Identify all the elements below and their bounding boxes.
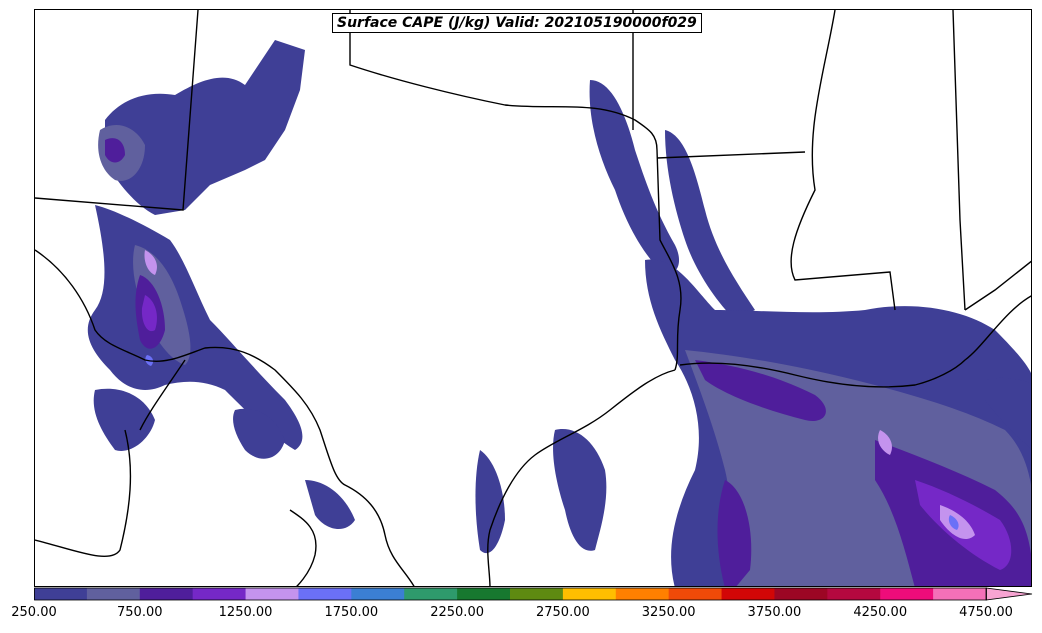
cape-region-mexico-mid [233,408,285,459]
colorbar-segment [245,588,299,600]
map-boundaries [35,10,1031,586]
cape1000-west [141,295,157,332]
colorbar-tick-label: 2250.00 [430,605,484,620]
colorbar-segment [298,588,352,600]
cape-region-southeast [985,377,1031,449]
cape1500-gulf [948,515,959,530]
colorbar-outline [34,587,987,601]
state-border-ms-river [790,10,896,311]
cape-region-west [105,40,305,215]
cape-region-coast [475,450,505,554]
cape1250-gulf-b [878,430,892,455]
colorbar-segment [34,588,88,600]
cape-region-ark [665,130,755,320]
colorbar-extend-arrow [985,587,1033,601]
colorbar-tick-label: 250.00 [11,605,57,620]
cape-region-mexico-south [305,480,355,530]
state-border-tx-la [656,149,682,371]
colorbar-tick-label: 3750.00 [747,605,802,620]
colorbar-segment [668,588,723,600]
colorbar-segment [933,588,987,600]
cape750-west [105,138,125,163]
cape-region-gulf-west [553,429,607,551]
mexico-state-border-b [139,359,186,431]
colorbar-segment [192,588,247,600]
colorbar-tick-label: 2750.00 [535,605,590,620]
colorbar-segment [562,588,617,600]
cape1250-west [144,250,157,275]
colorbar [34,587,1033,601]
colorbar-tick-label: 4250.00 [853,605,908,620]
map-canvas [35,10,1031,586]
colorbar-segment [139,588,194,600]
colorbar-segment [774,588,828,600]
colorbar-segment [404,588,458,600]
state-border-nm-north [35,10,199,211]
mexico-state-border-c [289,509,317,586]
la-coastline [679,295,1031,388]
state-border-tx-ok [349,10,658,151]
map-frame [34,9,1032,587]
state-border-ar-la [656,151,806,159]
gulf-coastline [487,369,676,586]
cape500-westrange [133,245,191,365]
state-border-al-fl [964,260,1031,311]
colorbar-segment [457,588,511,600]
colorbar-tick-label: 1250.00 [218,605,273,620]
colorbar-tick-label: 1750.00 [324,605,379,620]
state-border-ms-al [952,10,966,311]
colorbar-segment [510,588,564,600]
colorbar-tick-label: 3250.00 [641,605,696,620]
cape750-gulf-a [695,360,826,421]
colorbar-segment [86,588,141,600]
colorbar-segment [351,588,405,600]
cape-region-north [589,80,680,274]
colorbar-tick-label: 750.00 [117,605,163,620]
colorbar-segment [615,588,670,600]
cape750-gulf-c [717,480,752,586]
colorbar-segment [880,588,934,600]
rio-grande [35,249,415,586]
cape-region-mexico-north [93,388,155,451]
map-title: Surface CAPE (J/kg) Valid: 202105190000f… [332,13,702,33]
colorbar-segment [827,588,881,600]
mexico-state-border-a [35,429,132,558]
colorbar-segment [721,588,775,600]
colorbar-tick-label: 4750.00 [959,605,1013,620]
